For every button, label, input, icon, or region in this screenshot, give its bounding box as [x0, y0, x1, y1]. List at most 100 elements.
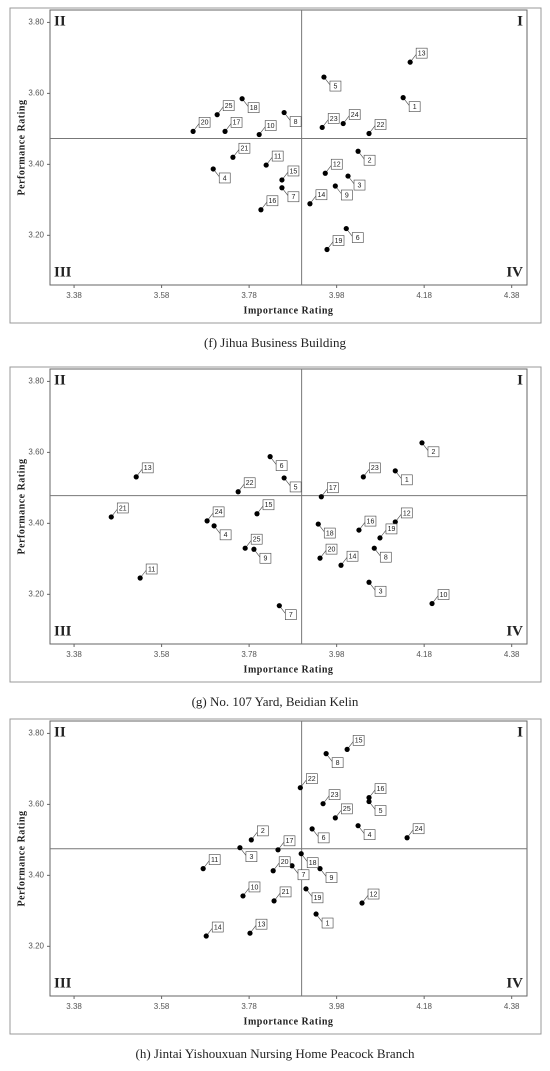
point-label: 15	[346, 735, 365, 750]
label-box	[415, 47, 428, 59]
point	[251, 546, 257, 552]
label-box	[248, 881, 261, 893]
point	[318, 494, 324, 500]
point-number: 15	[355, 738, 363, 745]
point	[214, 112, 220, 118]
point	[297, 785, 303, 791]
label-box	[346, 550, 359, 562]
point	[366, 579, 372, 585]
y-tick-label: 3.20	[28, 230, 44, 239]
point	[404, 835, 410, 841]
point-label: 23	[321, 113, 340, 128]
label-box	[364, 515, 377, 527]
label-box	[208, 854, 221, 865]
label-box	[408, 101, 421, 112]
label-box	[437, 589, 450, 600]
point	[239, 96, 245, 102]
point-number: 21	[119, 505, 127, 512]
point-label: 17	[321, 482, 339, 497]
point-number: 16	[367, 518, 375, 525]
point-number: 18	[309, 860, 317, 867]
point	[366, 795, 372, 801]
x-tick-label: 4.38	[504, 650, 520, 659]
point-number: 25	[343, 806, 351, 813]
point-label: 5	[323, 76, 342, 92]
quadrant-label: III	[54, 623, 72, 639]
point	[317, 866, 323, 872]
point	[235, 489, 241, 495]
point	[254, 511, 260, 517]
label-box	[325, 872, 338, 883]
point-label: 9	[253, 549, 272, 564]
x-tick-label: 4.18	[416, 291, 432, 300]
y-tick-label: 3.20	[28, 941, 44, 950]
point-number: 4	[368, 832, 372, 839]
point	[377, 535, 383, 541]
point-label: 13	[409, 47, 428, 63]
point-label: 4	[357, 825, 376, 840]
label-box	[341, 189, 353, 201]
x-tick-label: 3.98	[329, 291, 345, 300]
x-tick-label: 3.78	[241, 291, 257, 300]
point	[392, 468, 398, 474]
y-tick-label: 3.60	[28, 799, 44, 808]
label-box	[238, 142, 251, 154]
point-number: 23	[331, 792, 339, 799]
label-box	[323, 527, 336, 539]
point-number: 18	[326, 530, 334, 537]
label-box	[379, 551, 392, 563]
panel-frame	[9, 718, 542, 1035]
point-label: 16	[358, 515, 377, 531]
point-number: 9	[330, 875, 334, 882]
point	[419, 440, 425, 446]
label-box	[412, 823, 425, 835]
point-number: 15	[265, 502, 273, 509]
y-axis-label: Performance Rating	[16, 811, 27, 907]
point	[256, 131, 262, 138]
caption: (h) Jintai Yishouxuan Nursing Home Peaco…	[136, 1046, 415, 1061]
point-label: 5	[283, 477, 302, 493]
point	[204, 518, 210, 524]
point-number: 4	[223, 175, 227, 182]
point-number: 7	[289, 612, 293, 619]
point	[242, 545, 248, 551]
point-number: 17	[286, 838, 294, 845]
point	[323, 751, 329, 757]
point-number: 9	[345, 192, 349, 199]
point	[359, 900, 365, 906]
point-number: 23	[371, 465, 379, 472]
point-label: 11	[139, 563, 158, 579]
label-box	[285, 609, 297, 620]
y-axis-label: Performance Rating	[16, 459, 27, 555]
label-box	[230, 117, 243, 128]
x-tick-label: 4.38	[504, 1002, 520, 1011]
point	[332, 815, 338, 821]
point-number: 10	[440, 592, 448, 599]
label-box	[363, 154, 376, 166]
point	[343, 225, 349, 232]
quadrant-label: II	[54, 724, 66, 740]
point-number: 11	[274, 153, 281, 160]
point-number: 1	[413, 104, 417, 111]
point-number: 10	[267, 123, 275, 130]
label-box	[352, 735, 365, 746]
point-number: 4	[224, 532, 228, 539]
y-tick-label: 3.60	[28, 88, 44, 97]
x-tick-label: 3.58	[154, 650, 170, 659]
point-number: 12	[403, 510, 411, 517]
label-box	[283, 835, 296, 847]
point	[133, 474, 139, 480]
quadrant-label: II	[54, 13, 66, 29]
point-label: 6	[269, 456, 288, 471]
point-label: 20	[192, 117, 211, 132]
y-tick-label: 3.80	[28, 729, 44, 738]
label-box	[271, 150, 284, 162]
label-box	[385, 523, 398, 535]
point-label: 15	[281, 165, 300, 181]
point-number: 19	[314, 895, 322, 902]
point	[298, 851, 304, 857]
point-label: 15	[256, 499, 275, 514]
point-label: 21	[273, 886, 292, 902]
label-box	[222, 100, 235, 111]
